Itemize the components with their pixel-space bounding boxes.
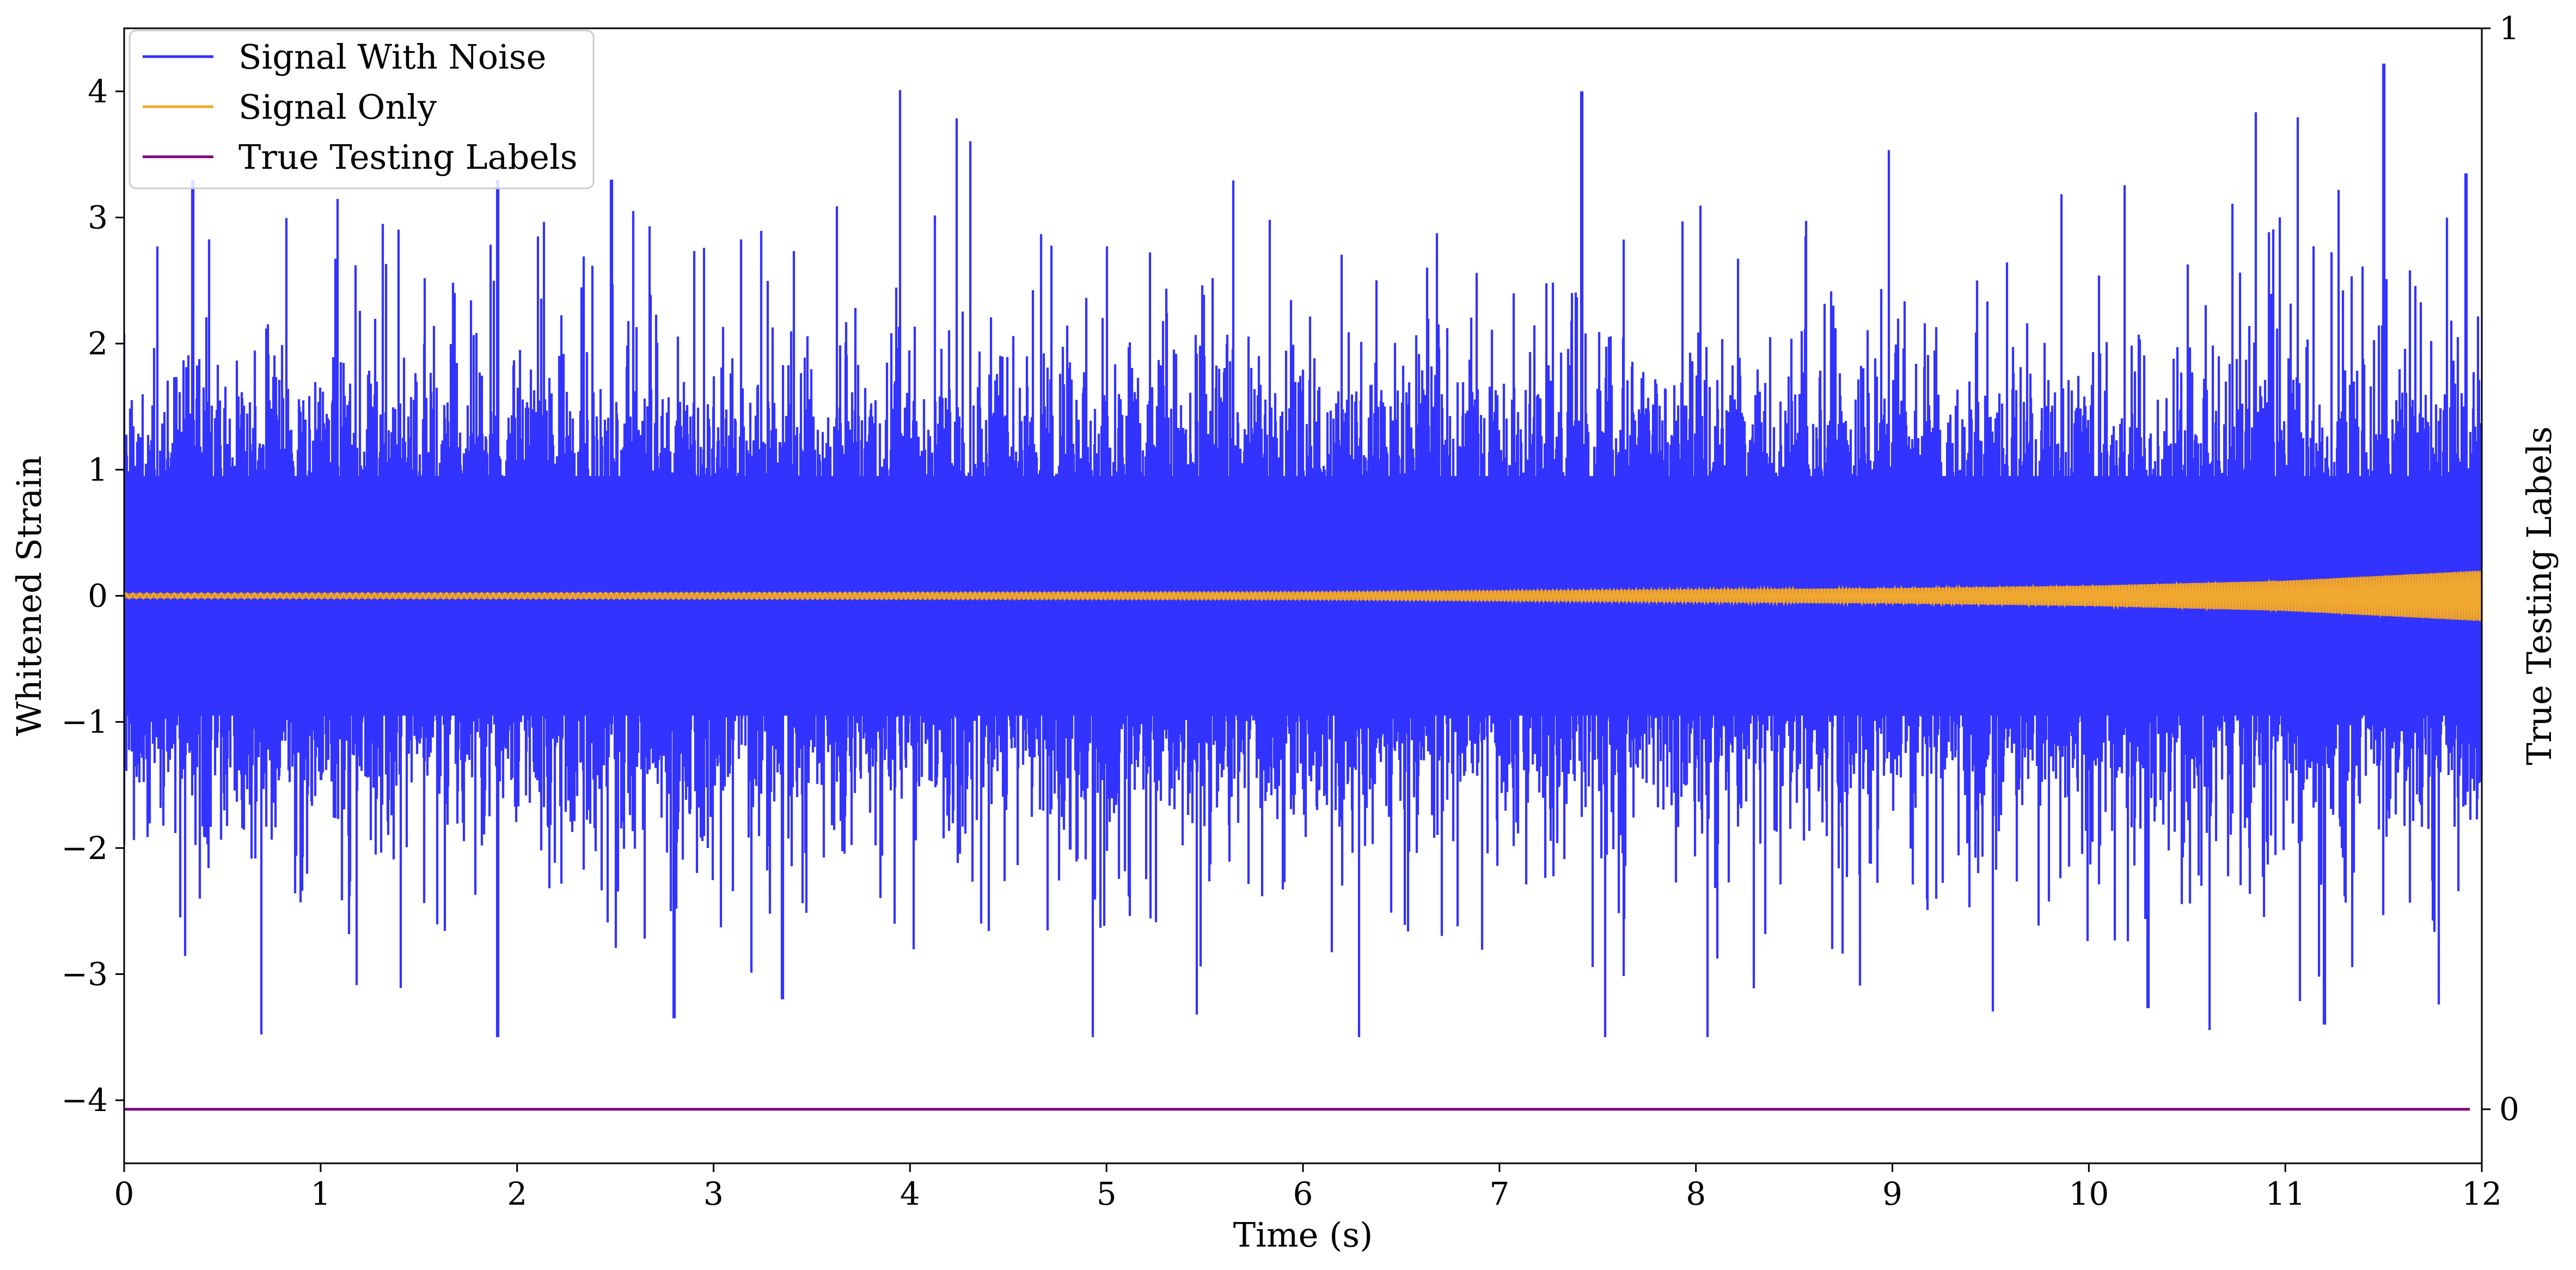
plot-clip-group <box>124 63 2482 1038</box>
x-tick-label: 2 <box>507 1175 527 1212</box>
x-tick-label: 4 <box>900 1175 920 1212</box>
y-tick-label: 1 <box>88 451 108 488</box>
y-tick-label: −2 <box>62 830 108 867</box>
legend-box <box>129 29 595 189</box>
x-tick-label: 5 <box>1097 1175 1117 1212</box>
y-tick-label: 3 <box>88 199 108 236</box>
y-tick-label: −4 <box>62 1082 108 1119</box>
y-tick-label: 4 <box>88 73 108 110</box>
y2-axis-title: True Testing Labels <box>2519 426 2559 765</box>
y2-tick-label: 0 <box>2499 1091 2519 1128</box>
x-axis-title: Time (s) <box>1233 1215 1373 1255</box>
x-tick-label: 12 <box>2462 1175 2502 1212</box>
x-tick-label: 3 <box>703 1175 724 1212</box>
plot-area <box>124 63 2482 1111</box>
y-tick-label: 2 <box>88 325 108 362</box>
series-signal-only <box>124 570 2482 621</box>
x-tick-label: 10 <box>2069 1175 2109 1212</box>
x-tick-label: 0 <box>114 1175 134 1212</box>
legend: Signal With Noise Signal Only True Testing… <box>129 29 595 189</box>
x-tick-label: 7 <box>1489 1175 1509 1212</box>
y-tick-label: −3 <box>62 956 108 993</box>
legend-label: Signal With Noise <box>238 37 546 77</box>
legend-label: True Testing Labels <box>238 137 578 177</box>
x-tick-label: 9 <box>1882 1175 1902 1212</box>
legend-label: Signal Only <box>238 87 437 127</box>
x-tick-label: 6 <box>1293 1175 1313 1212</box>
x-tick-label: 1 <box>310 1175 331 1212</box>
x-tick-label: 8 <box>1686 1175 1706 1212</box>
y-axis-title: Whitened Strain <box>9 456 49 736</box>
series-signal-with-noise <box>124 63 2482 1038</box>
x-tick-label: 11 <box>2265 1175 2305 1212</box>
y-tick-label: 0 <box>88 578 108 615</box>
y2-tick-label: 1 <box>2499 10 2519 47</box>
y-tick-label: −1 <box>62 703 108 740</box>
